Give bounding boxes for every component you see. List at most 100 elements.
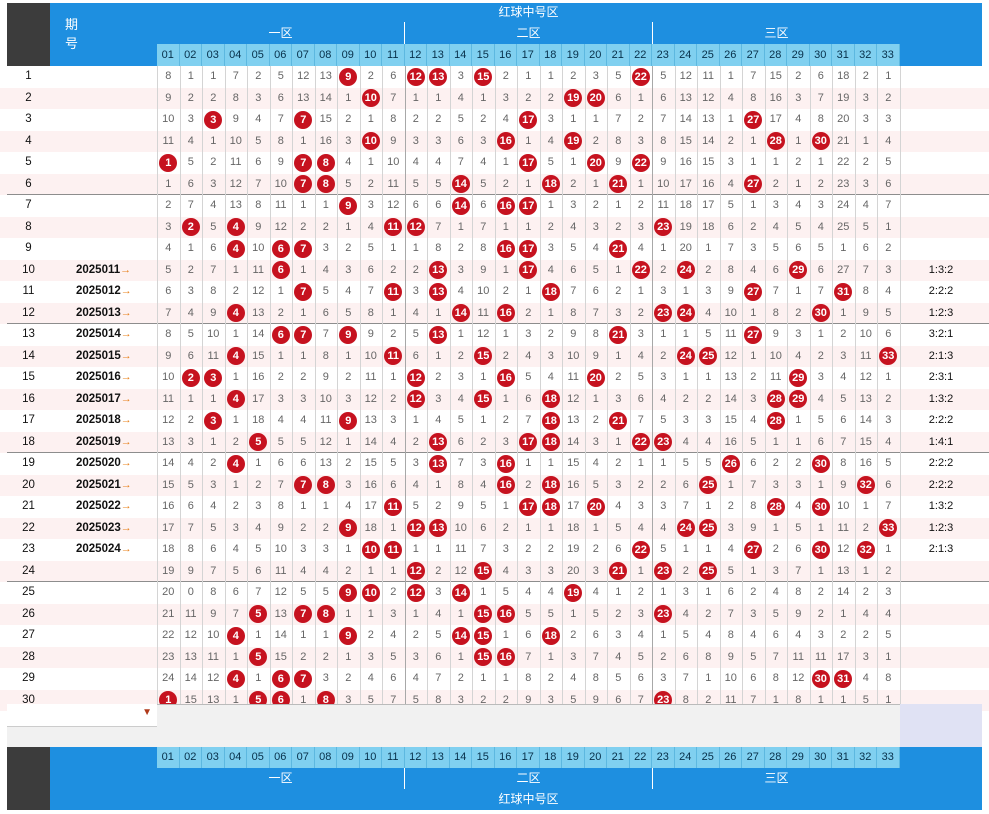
- miss-count-cell: 4: [322, 564, 329, 577]
- miss-count-cell: 3: [592, 435, 599, 448]
- column-number-header: 27: [742, 747, 765, 768]
- drawn-ball: 16: [496, 648, 515, 666]
- miss-count-cell: 2: [367, 70, 374, 82]
- grid-line: [854, 66, 856, 704]
- column-number-header: 25: [697, 44, 720, 66]
- miss-count-cell: 2: [705, 392, 712, 405]
- miss-count-cell: 1: [840, 607, 847, 620]
- miss-count-cell: 15: [724, 414, 737, 426]
- miss-count-cell: 8: [795, 693, 802, 706]
- miss-count-cell: 7: [277, 113, 284, 125]
- drawn-ball: 10: [361, 89, 380, 107]
- miss-count-cell: 7: [772, 285, 779, 297]
- miss-count-cell: 13: [252, 306, 265, 319]
- miss-count-cell: 3: [592, 564, 599, 577]
- miss-count-cell: 4: [795, 113, 802, 125]
- miss-count-cell: 1: [412, 91, 419, 104]
- miss-count-cell: 1: [367, 607, 374, 620]
- period-cell: [50, 668, 157, 690]
- miss-count-cell: 4: [592, 457, 599, 469]
- miss-count-cell: 1: [615, 435, 622, 448]
- miss-count-cell: 3: [457, 693, 464, 706]
- miss-count-cell: 13: [837, 564, 850, 577]
- miss-count-cell: 2: [637, 586, 644, 598]
- period-number: 2025013: [76, 306, 121, 319]
- drawn-ball: 6: [271, 261, 290, 279]
- drawn-ball: 7: [294, 605, 313, 623]
- miss-count-cell: 4: [660, 392, 667, 405]
- miss-count-cell: 17: [837, 650, 850, 663]
- arrow-right-icon: →: [120, 371, 132, 383]
- miss-count-cell: 8: [862, 285, 869, 297]
- miss-count-cell: 2: [547, 220, 554, 233]
- miss-count-cell: 8: [592, 328, 599, 340]
- miss-count-cell: 1: [502, 672, 509, 684]
- miss-count-cell: 8: [750, 91, 757, 104]
- miss-count-cell: 4: [502, 113, 509, 125]
- miss-count-cell: 1: [705, 500, 712, 512]
- miss-count-cell: 1: [390, 564, 397, 577]
- miss-count-cell: 1: [300, 199, 307, 211]
- miss-count-cell: 7: [727, 607, 734, 620]
- miss-count-cell: 1: [232, 478, 239, 491]
- zone-ratio-cell: 1:2:3: [928, 306, 954, 319]
- miss-count-cell: 1: [210, 70, 217, 82]
- miss-count-cell: 8: [480, 242, 487, 254]
- miss-count-cell: 1: [660, 457, 667, 469]
- miss-count-cell: 10: [162, 371, 175, 383]
- period-footer: [50, 747, 157, 810]
- miss-count-cell: 13: [274, 607, 287, 620]
- miss-count-cell: 1: [885, 543, 892, 555]
- period-filter-select[interactable]: ▼: [7, 704, 157, 727]
- column-number-header: 04: [224, 44, 247, 66]
- period-header: 期号: [50, 3, 157, 66]
- column-number-header: 19: [562, 44, 585, 66]
- grid-line: [179, 66, 181, 704]
- miss-count-cell: 15: [252, 349, 265, 362]
- miss-count-cell: 4: [187, 306, 194, 319]
- miss-count-cell: 11: [792, 650, 804, 663]
- miss-count-cell: 2: [457, 672, 464, 684]
- miss-count-cell: 2: [637, 113, 644, 125]
- row-index: 2: [25, 91, 32, 104]
- right-header-top: [900, 3, 982, 66]
- drawn-ball: 24: [676, 347, 695, 365]
- miss-count-cell: 4: [705, 629, 712, 641]
- column-number-header: 18: [539, 44, 562, 66]
- miss-count-cell: 18: [162, 543, 175, 555]
- miss-count-cell: 8: [727, 263, 734, 276]
- miss-count-cell: 5: [480, 177, 487, 190]
- miss-count-cell: 8: [435, 693, 442, 706]
- miss-count-cell: 1: [862, 564, 869, 577]
- miss-count-cell: 7: [750, 70, 757, 82]
- miss-count-cell: 14: [319, 91, 332, 104]
- column-number-header: 01: [157, 44, 180, 66]
- miss-count-cell: 13: [859, 392, 872, 405]
- column-number-header: 19: [562, 747, 585, 768]
- miss-count-cell: 7: [435, 672, 442, 684]
- miss-count-cell: 2: [457, 242, 464, 254]
- miss-count-cell: 2: [772, 177, 779, 190]
- drawn-ball: 7: [294, 239, 313, 258]
- miss-count-cell: 1: [772, 521, 779, 534]
- period-cell: [50, 217, 157, 239]
- drawn-ball: 27: [744, 282, 763, 301]
- miss-count-cell: 17: [769, 113, 782, 125]
- miss-count-cell: 2: [502, 285, 509, 297]
- miss-count-cell: 6: [390, 672, 397, 684]
- miss-count-cell: 3: [525, 328, 532, 340]
- drawn-ball: 16: [496, 196, 515, 215]
- drawn-ball: 13: [429, 454, 448, 473]
- miss-count-cell: 6: [750, 672, 757, 684]
- row-index: 9: [25, 242, 32, 254]
- column-number-header: 16: [494, 44, 517, 66]
- drawn-ball: 32: [856, 540, 875, 559]
- drawn-ball: 9: [339, 583, 358, 602]
- drawn-ball: 28: [766, 497, 785, 516]
- miss-count-cell: 8: [795, 586, 802, 598]
- miss-count-cell: 1: [750, 134, 757, 147]
- miss-count-cell: 9: [660, 156, 667, 168]
- drawn-ball: 15: [474, 347, 493, 365]
- miss-count-cell: 9: [277, 156, 284, 168]
- miss-count-cell: 12: [702, 91, 715, 104]
